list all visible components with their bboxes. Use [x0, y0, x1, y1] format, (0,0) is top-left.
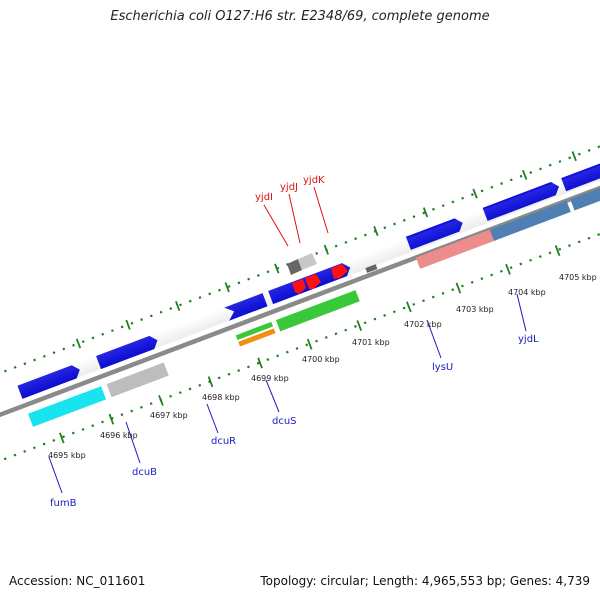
gene-label-lysU[interactable]: lysU — [432, 362, 453, 373]
tick-label: 4700 kbp — [302, 355, 340, 364]
gene-red-2[interactable] — [305, 274, 321, 289]
gene-label-yjdI[interactable]: yjdI — [255, 192, 273, 203]
gene-dcuB[interactable] — [106, 362, 169, 398]
gene-label-dcuS[interactable]: dcuS — [272, 416, 297, 427]
gene-dcuS[interactable] — [275, 290, 360, 332]
tick-label: 4696 kbp — [100, 431, 138, 440]
tick-label: 4703 kbp — [456, 305, 494, 314]
tick-label: 4697 kbp — [150, 411, 188, 420]
gene-fumB[interactable] — [28, 386, 106, 427]
gene-yjdL[interactable] — [489, 200, 571, 241]
outer-major-ticks — [75, 151, 577, 349]
topology-label: Topology: circular; Length: 4,965,553 bp… — [260, 574, 590, 588]
inner-major-ticks — [59, 245, 561, 444]
map-title: Escherichia coli O127:H6 str. E2348/69, … — [110, 9, 490, 24]
gene-yjdJ-block-gray[interactable] — [365, 264, 378, 273]
gene-yjdI-small[interactable] — [287, 259, 302, 275]
gene-labels: fumB dcuB dcuR dcuS lysU yjdL yjdI yjdJ … — [50, 175, 539, 509]
gene-label-dcuR[interactable]: dcuR — [211, 436, 236, 447]
inner-tick-ruler — [0, 133, 600, 475]
gene-lysU[interactable] — [415, 228, 497, 269]
gene-label-yjdJ[interactable]: yjdJ — [280, 182, 298, 193]
gene-red-1[interactable] — [292, 279, 306, 294]
label-leaders — [48, 186, 527, 494]
gene-dcuR-orange[interactable] — [238, 328, 276, 347]
outer-tick-ruler — [0, 56, 600, 399]
tick-label: 4702 kbp — [404, 320, 442, 329]
tick-label: 4704 kbp — [508, 288, 546, 297]
gene-yjdJ-small[interactable] — [298, 253, 317, 270]
gene-label-fumB[interactable]: fumB — [50, 498, 77, 509]
tick-labels: 4695 kbp 4696 kbp 4697 kbp 4698 kbp 4699… — [48, 273, 597, 460]
gene-label-yjdL[interactable]: yjdL — [518, 334, 539, 345]
tick-label: 4695 kbp — [48, 451, 86, 460]
genome-backbone — [0, 92, 600, 436]
small-gene-cluster — [287, 253, 348, 294]
gene-red-3[interactable] — [331, 264, 348, 279]
accession-label: Accession: NC_011601 — [9, 574, 146, 588]
tick-label: 4699 kbp — [251, 374, 289, 383]
gene-label-yjdK[interactable]: yjdK — [303, 175, 325, 186]
gene-label-dcuB[interactable]: dcuB — [132, 467, 157, 478]
tick-label: 4705 kbp — [559, 273, 597, 282]
gene-dcuR-green[interactable] — [235, 321, 274, 340]
tick-label: 4701 kbp — [352, 338, 390, 347]
tick-label: 4698 kbp — [202, 393, 240, 402]
gene-steel-2[interactable] — [570, 165, 600, 211]
reverse-strand-genes — [28, 165, 600, 427]
